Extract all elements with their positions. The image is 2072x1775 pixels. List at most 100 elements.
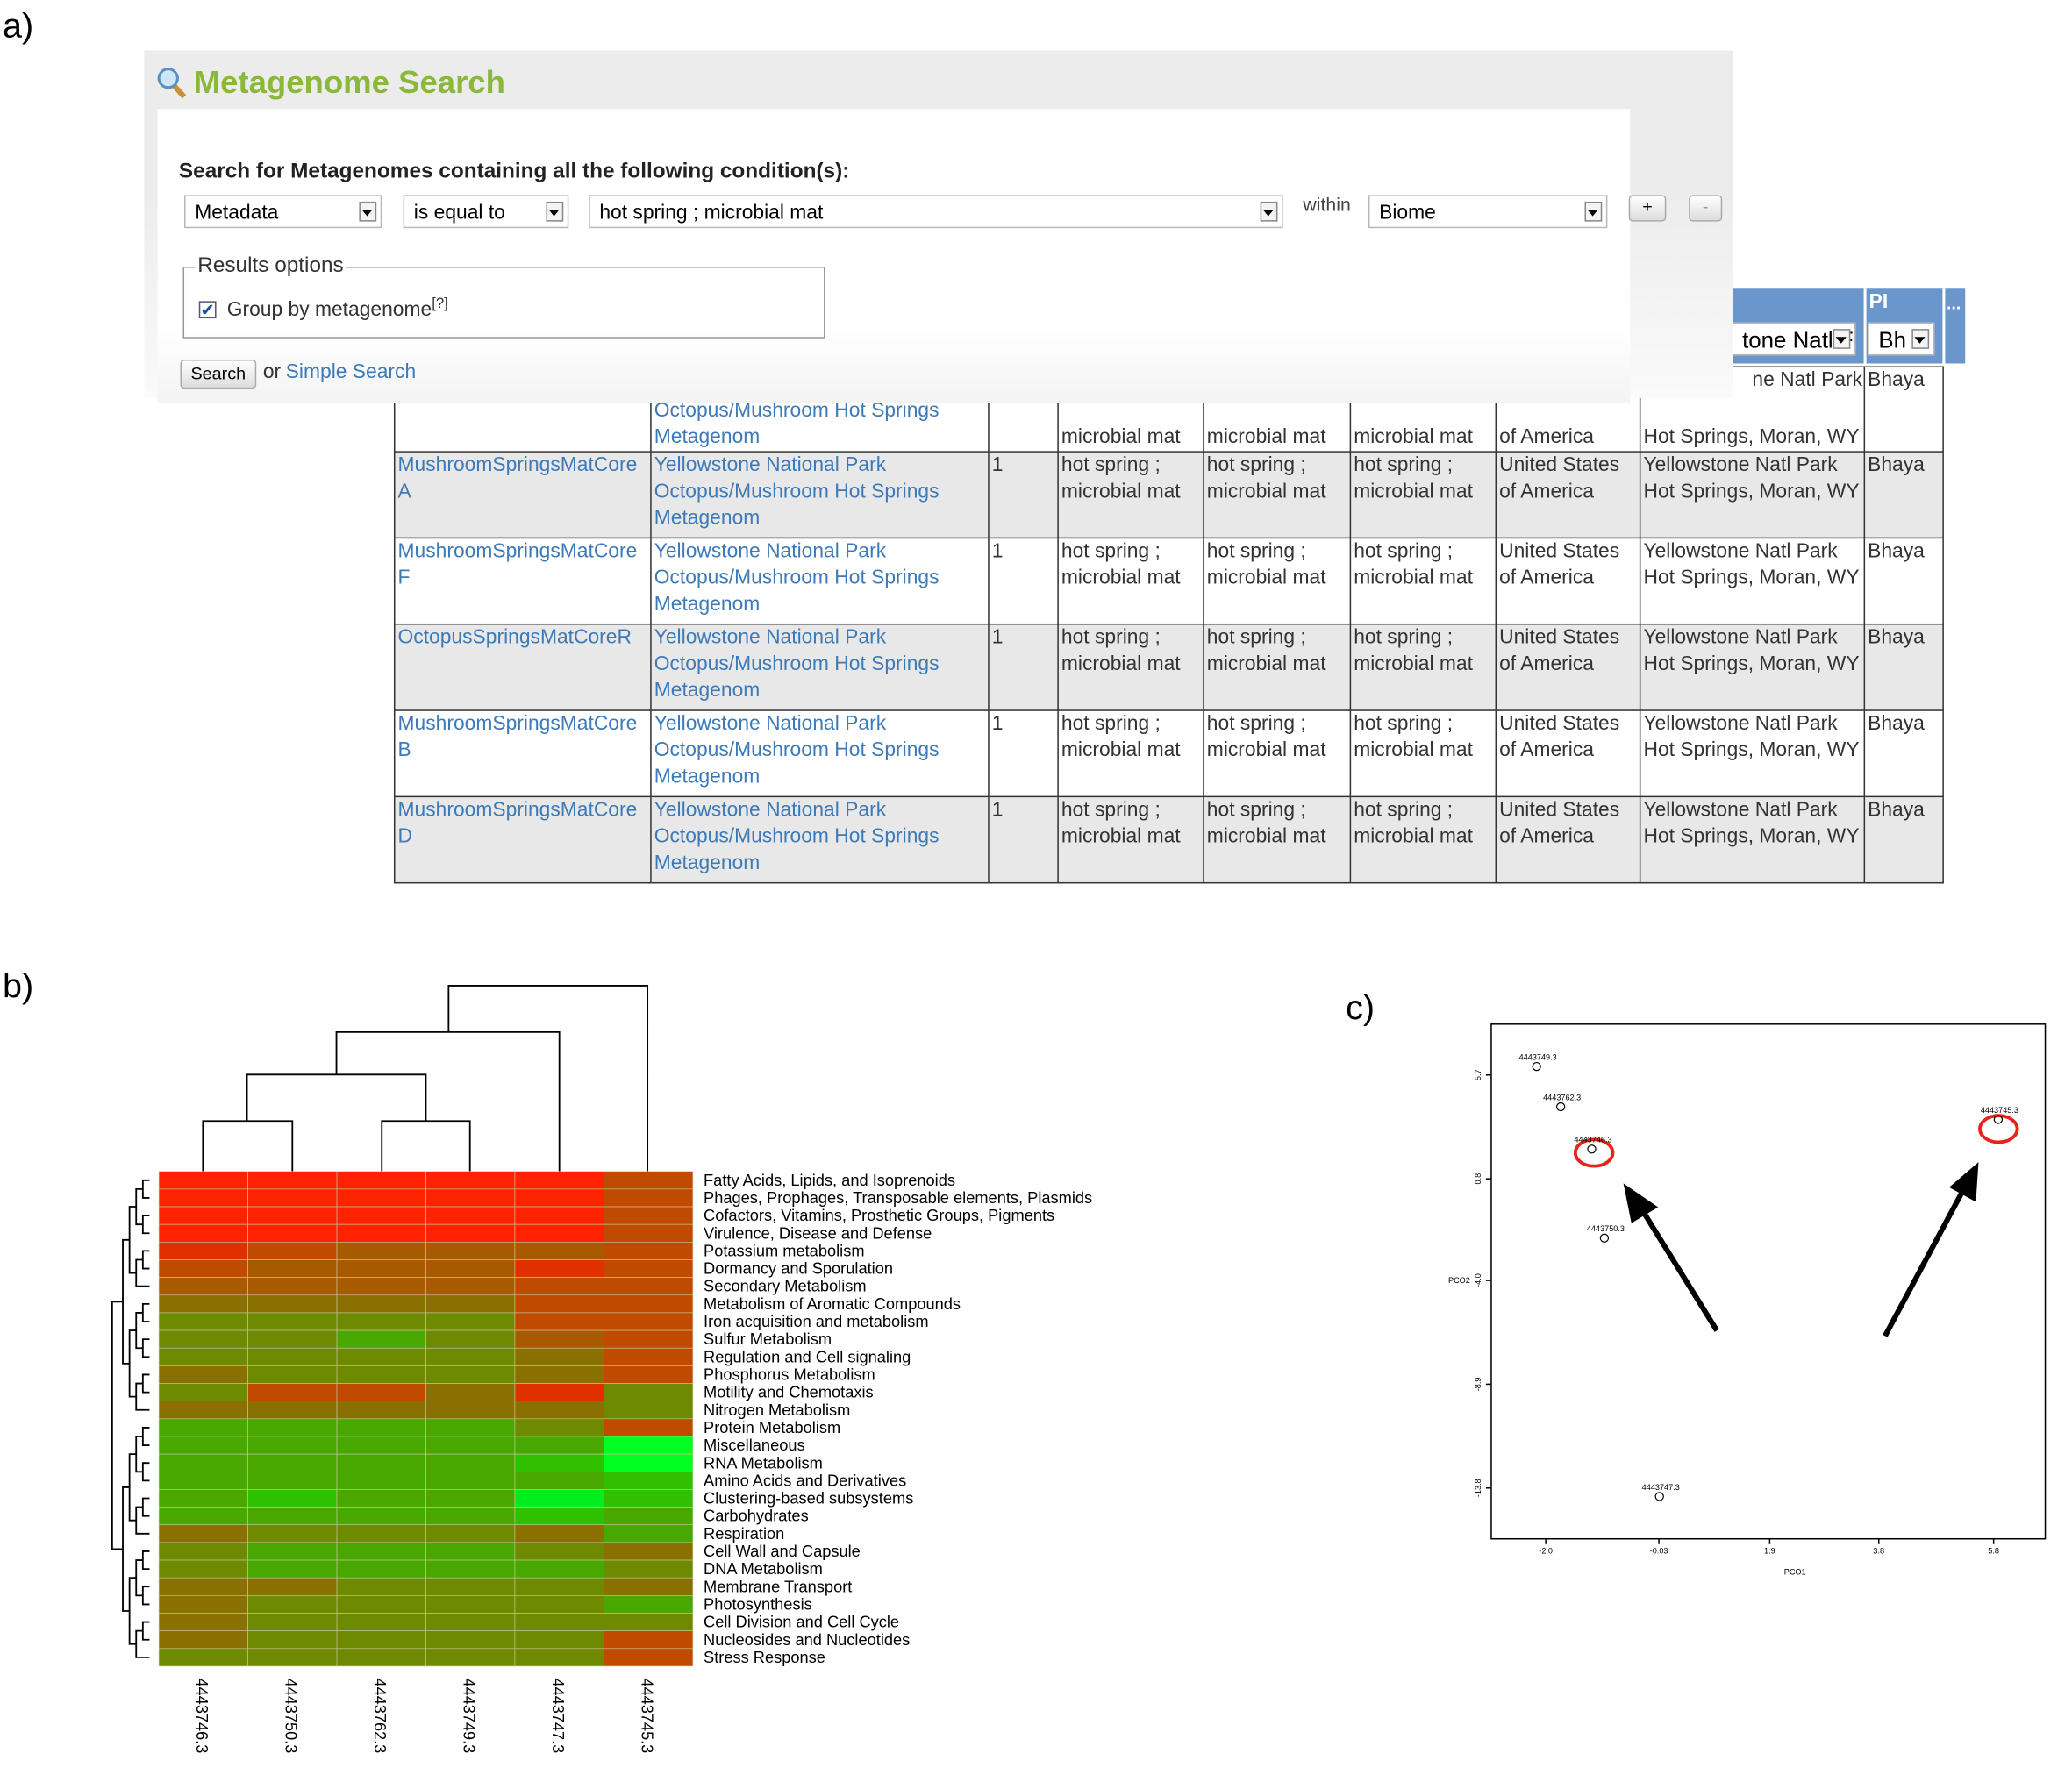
heat-cell: [158, 1223, 248, 1243]
row-dendrogram: [111, 1179, 150, 1658]
help-link[interactable]: [?]: [432, 296, 448, 312]
heat-cell: [425, 1524, 516, 1543]
heat-cell: [158, 1524, 248, 1543]
table-cell[interactable]: MushroomSpringsMatCoreD: [393, 795, 652, 884]
table-cell[interactable]: MushroomSpringsMatCoreB: [393, 709, 652, 798]
field-select[interactable]: Metadata: [184, 195, 382, 229]
heat-cell: [425, 1648, 516, 1667]
heat-cell: [247, 1453, 338, 1472]
group-label: Group by metagenome: [226, 298, 432, 322]
heat-cell: [336, 1294, 426, 1314]
point-label: 4443750.3: [1587, 1224, 1625, 1233]
heat-cell: [604, 1223, 694, 1243]
table-cell: [1863, 366, 1944, 453]
heat-cell: [514, 1559, 604, 1579]
heat-cell: [247, 1365, 338, 1384]
heat-cell: [158, 1453, 248, 1472]
column-label: 4443750.3: [282, 1679, 300, 1754]
checkbox-label[interactable]: Group by metagenome[?]: [227, 296, 448, 321]
value-select[interactable]: hot spring ; microbial mat: [589, 195, 1283, 229]
y-tick-label: -4.0: [1474, 1273, 1483, 1287]
point-label: 4443747.3: [1642, 1483, 1680, 1492]
heat-cell: [514, 1383, 604, 1401]
arrowhead: [1948, 1162, 1979, 1202]
heat-cell: [425, 1383, 516, 1401]
row-label: Cofactors, Vitamins, Prosthetic Groups, …: [704, 1207, 1054, 1224]
point: [1532, 1061, 1541, 1072]
heat-cell: [425, 1453, 516, 1472]
heat-cell: [604, 1277, 694, 1296]
heat-cell: [514, 1401, 604, 1420]
table-cell: Yellowstone Natl Park Hot Springs, Moran…: [1639, 795, 1866, 884]
heat-cell: [514, 1347, 604, 1366]
fieldset-legend: Results options: [195, 254, 347, 279]
heat-cell: [604, 1471, 694, 1490]
heat-cell: [514, 1630, 604, 1650]
heat-cell: [247, 1559, 338, 1579]
table-cell[interactable]: OctopusSpringsMatCoreR: [393, 623, 652, 711]
heat-cell: [604, 1507, 694, 1526]
table-cell: United States of America: [1495, 623, 1641, 711]
point: [1555, 1101, 1566, 1112]
table-cell: United States of America: [1495, 537, 1641, 625]
heat-cell: [425, 1577, 516, 1596]
heat-cell: [604, 1559, 694, 1579]
table-cell[interactable]: MushroomSpringsMatCoreF: [393, 537, 652, 625]
heat-cell: [425, 1507, 516, 1526]
scope-select[interactable]: Biome: [1368, 195, 1608, 229]
heat-cell: [604, 1542, 694, 1561]
heat-cell: [247, 1329, 338, 1349]
column-label: 4443746.3: [193, 1679, 211, 1754]
panel-label: b): [3, 966, 34, 1006]
heat-cell: [158, 1312, 248, 1331]
dendrogram-branch: [122, 1486, 130, 1612]
table-cell: hot spring ; microbial mat: [1349, 451, 1497, 539]
row-label: Regulation and Cell signaling: [704, 1348, 911, 1365]
dendrogram-branch: [122, 1238, 130, 1365]
add-button[interactable]: +: [1628, 195, 1667, 222]
heat-cell: [425, 1347, 516, 1366]
table-cell: hot spring ; microbial mat: [1057, 795, 1204, 884]
table-row: MushroomSpringsMatCoreF Yellowstone Natio…: [393, 537, 1944, 625]
heat-cell: [158, 1471, 248, 1490]
heat-cell: [604, 1206, 694, 1225]
table-cell: Yellowstone Natl Park Hot Springs, Moran…: [1639, 537, 1866, 625]
heat-cell: [336, 1559, 426, 1579]
table-cell: hot spring ; microbial mat: [1203, 451, 1352, 539]
table-cell: hot spring ; microbial mat: [1349, 537, 1497, 625]
remove-button[interactable]: -: [1689, 195, 1723, 222]
heat-cell: [604, 1242, 694, 1260]
heat-cell: [247, 1489, 338, 1508]
table-row: OctopusSpringsMatCoreR Yellowstone Nation…: [393, 623, 1944, 711]
table-cell[interactable]: Yellowstone National Park Octopus/Mushro…: [650, 451, 990, 539]
table-cell[interactable]: Yellowstone National Park Octopus/Mushro…: [650, 537, 990, 625]
operator-select[interactable]: is equal to: [403, 195, 569, 229]
dendrogram-branch: [135, 1258, 150, 1287]
checkbox[interactable]: ✔: [198, 299, 217, 320]
header-more[interactable]: ...: [1946, 293, 1961, 313]
search-button[interactable]: Search: [180, 359, 257, 389]
table-cell[interactable]: MushroomSpringsMatCoreA: [393, 451, 652, 539]
table-cell: hot spring ; microbial mat: [1203, 795, 1352, 884]
page-title: Metagenome Search: [193, 65, 505, 101]
simple-search-link[interactable]: Simple Search: [285, 360, 417, 384]
heat-cell: [514, 1524, 604, 1543]
dendrogram-branch: [135, 1559, 143, 1597]
heat-cell: [604, 1524, 694, 1543]
heat-cell: [247, 1507, 338, 1526]
table-cell: hot spring ; microbial mat: [1349, 795, 1497, 884]
search-icon: [157, 68, 187, 99]
heat-cell: [158, 1436, 248, 1455]
filter-select[interactable]: tone Natl F: [1731, 322, 1856, 356]
heat-cell: [336, 1401, 426, 1420]
dendrogram-branch: [111, 1301, 124, 1550]
heat-cell: [158, 1613, 248, 1631]
table-cell: 1: [988, 795, 1059, 884]
table-cell[interactable]: Yellowstone National Park Octopus/Mushro…: [650, 709, 990, 798]
heat-cell: [158, 1542, 248, 1561]
results-options: [182, 267, 825, 339]
arrow: [1640, 1208, 1719, 1332]
filter-select[interactable]: Bh: [1868, 322, 1935, 356]
table-cell[interactable]: Yellowstone National Park Octopus/Mushro…: [650, 795, 990, 884]
column-label: 4443747.3: [549, 1679, 567, 1754]
